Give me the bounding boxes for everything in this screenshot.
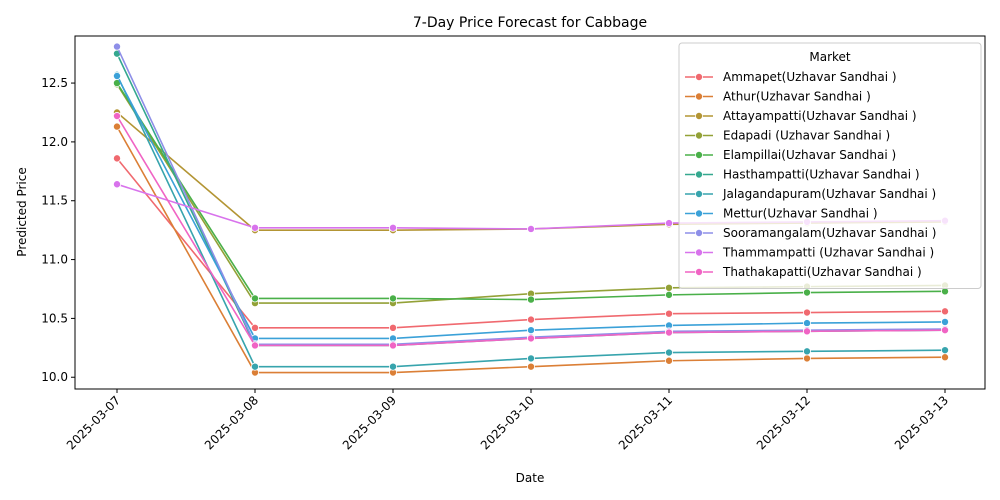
data-point [388,323,397,332]
data-point [388,341,397,350]
legend-swatch-marker [695,131,704,140]
data-point [665,290,674,299]
data-point [803,347,812,356]
data-point [803,308,812,317]
legend-entry-label: Athur(Uzhavar Sandhai ) [723,90,871,104]
legend-title: Market [809,50,851,64]
data-point [527,334,536,343]
x-tick-label: 2025-03-07 [64,393,123,452]
x-tick-label: 2025-03-09 [340,393,399,452]
legend-box [678,42,982,289]
data-point [803,354,812,363]
data-point [113,112,122,121]
data-point [250,362,259,371]
data-point [250,323,259,332]
data-point [803,288,812,297]
legend-entry-label: Elampillai(Uzhavar Sandhai ) [723,148,896,162]
chart-title: 7-Day Price Forecast for Cabbage [413,15,647,31]
legend-swatch-marker [695,267,704,276]
legend-entry-label: Edapadi (Uzhavar Sandhai ) [723,129,890,143]
legend-swatch-marker [695,112,704,121]
data-point [527,362,536,371]
data-point [527,295,536,304]
y-tick-label: 11.5 [41,194,68,208]
data-point [250,223,259,232]
legend-entry-label: Ammapet(Uzhavar Sandhai ) [723,70,897,84]
data-point [113,180,122,189]
x-tick-label: 2025-03-11 [616,393,675,452]
y-tick-label: 12.0 [41,135,68,149]
x-tick-label: 2025-03-10 [478,393,537,452]
data-point [527,326,536,335]
data-point [941,353,950,362]
data-point [388,362,397,371]
data-point [250,294,259,303]
data-point [527,315,536,324]
legend-swatch-marker [695,150,704,159]
data-point [803,319,812,328]
legend-entry-label: Hasthampatti(Uzhavar Sandhai ) [723,168,920,182]
y-tick-label: 10.5 [41,311,68,325]
y-tick-label: 10.0 [41,370,68,384]
legend-swatch-marker [695,228,704,237]
data-point [941,317,950,326]
legend-swatch-marker [695,92,704,101]
x-axis-title: Date [516,471,545,485]
data-point [665,348,674,357]
y-axis-title: Predicted Price [15,167,29,256]
data-point [250,341,259,350]
data-point [941,346,950,355]
data-point [388,294,397,303]
series-1 [113,154,950,332]
data-point [113,42,122,51]
legend-entry-label: Attayampatti(Uzhavar Sandhai ) [723,109,917,123]
legend-swatch-marker [695,170,704,179]
data-point [941,326,950,335]
data-point [665,283,674,292]
y-tick-label: 12.5 [41,76,68,90]
legend-entry-label: Mettur(Uzhavar Sandhai ) [723,207,878,221]
data-point [113,122,122,131]
x-tick-label: 2025-03-13 [892,393,951,452]
data-point [665,356,674,365]
x-tick-label: 2025-03-12 [754,393,813,452]
data-point [665,328,674,337]
data-point [527,224,536,233]
legend-entry-label: Jalagandapuram(Uzhavar Sandhai ) [722,187,936,201]
data-point [388,223,397,232]
series-11 [113,112,950,350]
data-point [665,219,674,228]
x-tick-label: 2025-03-08 [202,393,261,452]
legend: Market Ammapet(Uzhavar Sandhai ) Athur(Uzh… [678,42,982,289]
plot-frame [74,35,986,390]
series-lines [113,42,950,377]
legend-entry-label: Sooramangalam(Uzhavar Sandhai ) [723,226,937,240]
series-5 [113,79,950,304]
legend-swatch-marker [695,189,704,198]
data-point [941,307,950,316]
data-point [665,309,674,318]
legend-swatch-marker [695,209,704,218]
data-point [527,354,536,363]
legend-entry-label: Thathakapatti(Uzhavar Sandhai ) [722,265,922,279]
legend-swatch-marker [695,248,704,257]
data-point [803,327,812,336]
data-point [113,154,122,163]
legend-swatch-marker [695,73,704,82]
legend-entry-label: Thammampatti (Uzhavar Sandhai ) [722,246,934,260]
data-point [113,72,122,81]
y-tick-label: 11.0 [41,253,68,267]
